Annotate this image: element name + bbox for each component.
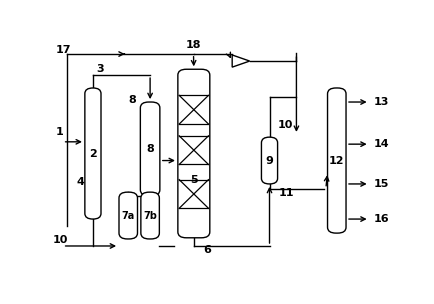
Text: 5: 5 xyxy=(190,175,197,185)
Text: 1: 1 xyxy=(56,127,64,137)
Text: 3: 3 xyxy=(96,64,104,74)
FancyBboxPatch shape xyxy=(328,88,346,233)
Text: 17: 17 xyxy=(55,45,71,55)
Text: 8: 8 xyxy=(146,144,154,154)
Text: 7b: 7b xyxy=(143,211,157,220)
Text: 18: 18 xyxy=(186,40,201,50)
Text: 2: 2 xyxy=(89,149,97,158)
Text: 16: 16 xyxy=(374,214,389,224)
Text: 11: 11 xyxy=(279,188,294,198)
FancyBboxPatch shape xyxy=(178,69,210,238)
FancyBboxPatch shape xyxy=(140,102,160,196)
Text: 8: 8 xyxy=(128,95,136,105)
Text: 10: 10 xyxy=(52,235,68,245)
Text: 12: 12 xyxy=(329,156,345,166)
Text: 15: 15 xyxy=(374,179,389,189)
FancyBboxPatch shape xyxy=(141,192,159,239)
FancyBboxPatch shape xyxy=(261,137,278,184)
Text: 9: 9 xyxy=(266,156,273,166)
Text: 4: 4 xyxy=(76,177,84,187)
FancyBboxPatch shape xyxy=(85,88,101,219)
Text: 14: 14 xyxy=(374,139,389,149)
Polygon shape xyxy=(232,55,250,67)
Text: 13: 13 xyxy=(374,97,389,107)
FancyBboxPatch shape xyxy=(119,192,138,239)
Text: 6: 6 xyxy=(204,245,211,255)
Text: 10: 10 xyxy=(278,120,293,130)
Text: 7a: 7a xyxy=(122,211,135,220)
